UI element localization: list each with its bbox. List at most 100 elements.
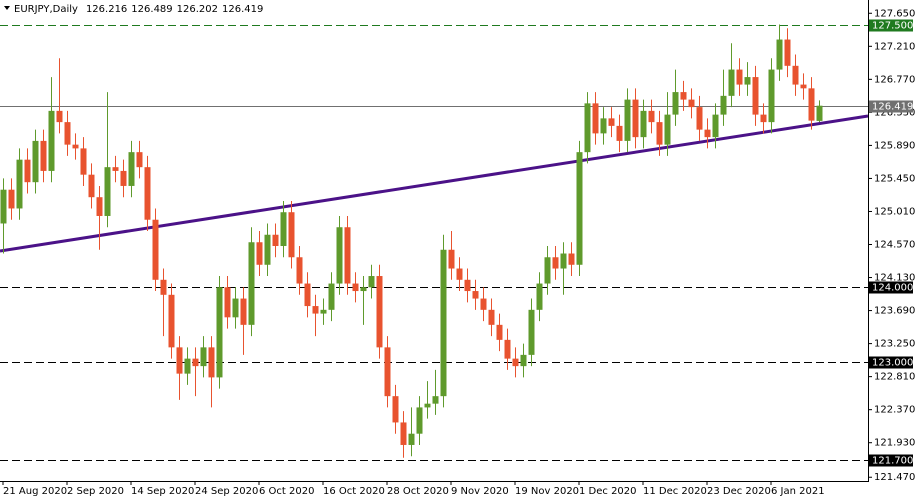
y-tick-label: 125.890 bbox=[874, 140, 915, 151]
candle-body bbox=[648, 110, 655, 123]
candle-body bbox=[632, 99, 639, 138]
level-label-box bbox=[869, 19, 913, 32]
candle-body bbox=[112, 167, 119, 171]
y-tick-label: 126.770 bbox=[874, 74, 915, 85]
candle-body bbox=[8, 189, 15, 209]
candle-body bbox=[320, 309, 327, 314]
candle-body bbox=[48, 110, 55, 171]
candle-body bbox=[32, 140, 39, 183]
candle-body bbox=[328, 283, 335, 310]
symbol-icon bbox=[4, 6, 10, 10]
y-tick-label: 127.650 bbox=[874, 8, 915, 19]
x-tick-label: 14 Sep 2020 bbox=[131, 486, 194, 497]
candle-body bbox=[464, 279, 471, 292]
level-label: 126.419 bbox=[872, 102, 913, 113]
candle-body bbox=[72, 144, 79, 149]
candle-body bbox=[792, 65, 799, 85]
candle-body bbox=[192, 358, 199, 367]
candle-body bbox=[496, 324, 503, 340]
last-high: 126.489 bbox=[131, 4, 172, 15]
candle-body bbox=[512, 358, 519, 367]
candle-body bbox=[128, 152, 135, 186]
candle-body bbox=[720, 95, 727, 115]
candle-body bbox=[728, 69, 735, 96]
candle-body bbox=[608, 118, 615, 126]
x-tick-label: 1 Dec 2020 bbox=[579, 486, 637, 497]
candle-body bbox=[584, 103, 591, 153]
candle-body bbox=[344, 227, 351, 284]
candle-body bbox=[16, 159, 23, 209]
x-tick-label: 16 Oct 2020 bbox=[323, 486, 385, 497]
level-label: 124.000 bbox=[872, 283, 913, 294]
candle-body bbox=[680, 92, 687, 100]
candle-body bbox=[440, 249, 447, 397]
candle-body bbox=[200, 347, 207, 367]
x-tick-label: 2 Sep 2020 bbox=[67, 486, 124, 497]
candle-body bbox=[136, 152, 143, 168]
x-tick-label: 21 Aug 2020 bbox=[3, 486, 67, 497]
candle-body bbox=[368, 276, 375, 288]
plot-area bbox=[0, 24, 869, 461]
candle-body bbox=[456, 268, 463, 280]
candle-body bbox=[408, 433, 415, 445]
candle-body bbox=[776, 39, 783, 70]
candle-body bbox=[800, 84, 807, 89]
candle-body bbox=[656, 122, 663, 145]
y-tick-label: 122.370 bbox=[874, 405, 915, 416]
x-tick-label: 23 Dec 2020 bbox=[707, 486, 771, 497]
candle-body bbox=[752, 77, 759, 115]
candle-body bbox=[160, 279, 167, 295]
y-tick-label: 122.810 bbox=[874, 372, 915, 383]
y-tick-label: 123.250 bbox=[874, 339, 915, 350]
candle-body bbox=[384, 347, 391, 397]
y-tick-label: 123.690 bbox=[874, 306, 915, 317]
candle-body bbox=[208, 347, 215, 378]
candle-body bbox=[216, 287, 223, 378]
candle-body bbox=[568, 253, 575, 265]
candle-body bbox=[176, 347, 183, 374]
candle-body bbox=[688, 99, 695, 108]
candle-body bbox=[256, 242, 263, 265]
level-label-box bbox=[869, 356, 913, 369]
candle-body bbox=[624, 99, 631, 141]
candle-body bbox=[40, 140, 47, 171]
candle-body bbox=[96, 197, 103, 216]
candle-body bbox=[232, 298, 239, 318]
candle-body bbox=[576, 152, 583, 265]
candle-body bbox=[472, 291, 479, 299]
candle-body bbox=[288, 212, 295, 258]
x-tick-label: 11 Dec 2020 bbox=[643, 486, 707, 497]
candle-body bbox=[240, 298, 247, 325]
candle-body bbox=[432, 396, 439, 404]
candle-body bbox=[664, 114, 671, 145]
chart-title: EURJPY,Daily bbox=[14, 4, 78, 15]
y-tick-label: 125.010 bbox=[874, 206, 915, 217]
candle-body bbox=[120, 170, 127, 186]
y-tick-label: 127.210 bbox=[874, 41, 915, 52]
candle-body bbox=[616, 125, 623, 141]
candle-body bbox=[416, 407, 423, 434]
candle-body bbox=[24, 159, 31, 183]
candle-body bbox=[528, 309, 535, 355]
y-tick-label: 124.570 bbox=[874, 240, 915, 251]
candle-body bbox=[640, 110, 647, 138]
candle-body bbox=[712, 114, 719, 138]
candle-body bbox=[504, 339, 511, 359]
level-label: 127.500 bbox=[872, 21, 913, 32]
last-open: 126.216 bbox=[86, 4, 127, 15]
candle-body bbox=[264, 234, 271, 265]
x-tick-label: 6 Oct 2020 bbox=[259, 486, 314, 497]
candle-body bbox=[744, 77, 751, 85]
x-tick-label: 9 Nov 2020 bbox=[451, 486, 509, 497]
candle-body bbox=[352, 283, 359, 292]
x-tick-label: 6 Jan 2021 bbox=[771, 486, 825, 497]
candle-body bbox=[184, 358, 191, 374]
candle-body bbox=[424, 403, 431, 408]
candle-body bbox=[336, 227, 343, 284]
candle-body bbox=[88, 174, 95, 198]
candle-body bbox=[672, 92, 679, 115]
candle-body bbox=[520, 354, 527, 367]
level-label-box bbox=[869, 454, 913, 467]
y-tick-label: 121.930 bbox=[874, 438, 915, 449]
